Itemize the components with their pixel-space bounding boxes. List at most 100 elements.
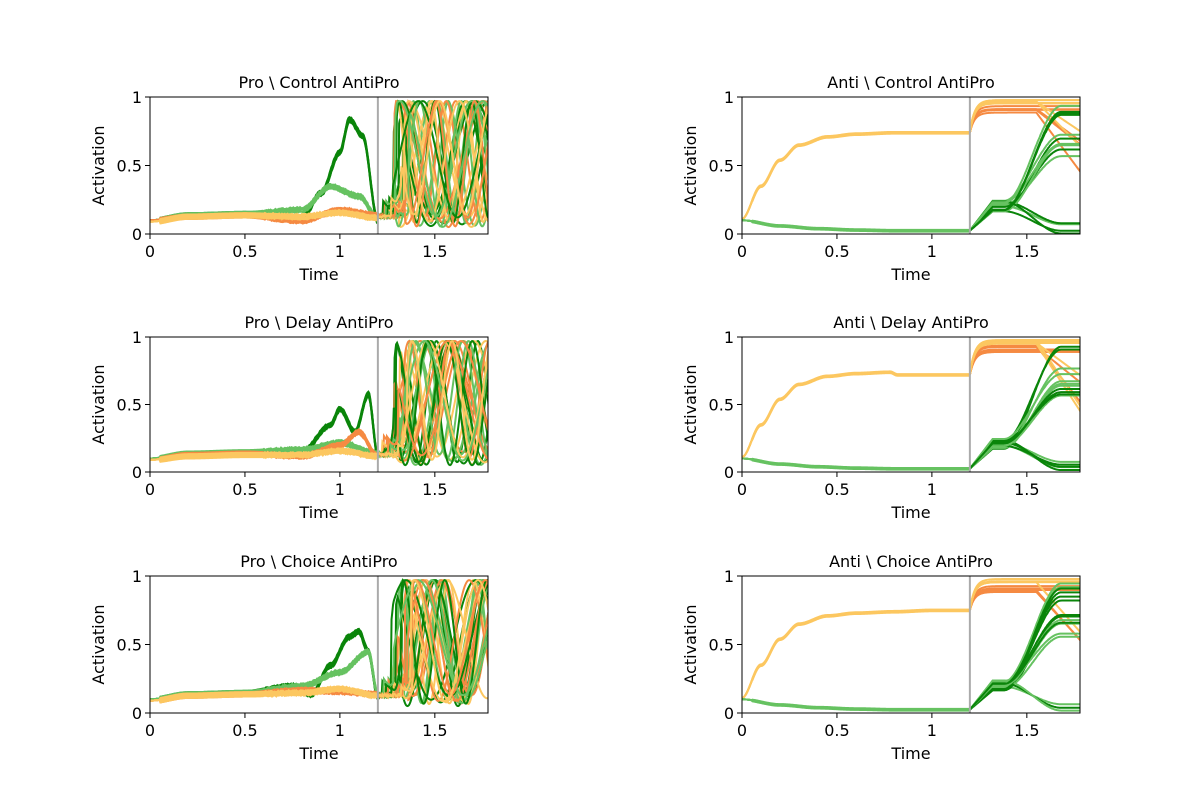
series-line (968, 350, 1080, 376)
series-line (376, 339, 488, 459)
plot-area (742, 339, 1080, 472)
series-line (742, 372, 970, 459)
plot-area (150, 99, 488, 229)
y-tick-label: 1 (724, 328, 734, 347)
panel-bottom-right: 0 0.5 1 1.5 0 0.5 1 Time Activation Anti \ Choice… (681, 552, 1081, 763)
series-line (150, 438, 379, 460)
series-line (742, 371, 970, 459)
series-line (377, 579, 488, 704)
series-line (377, 340, 488, 467)
series-line (969, 104, 1080, 232)
x-tick-label: 1 (927, 242, 937, 261)
x-tick-label: 1.5 (1014, 721, 1039, 740)
panel-middle-left: 0 0.5 1 1.5 0 0.5 1 Time Activation Pro \ Delay A… (89, 313, 489, 522)
series-line (742, 457, 970, 469)
series-line (376, 340, 488, 467)
series-line (968, 102, 1080, 133)
series-line (150, 115, 379, 222)
series-line (742, 132, 970, 220)
y-tick-label: 1 (724, 567, 734, 586)
series-line (969, 621, 1080, 711)
y-tick-label: 1 (132, 328, 142, 347)
x-tick-label: 1 (335, 242, 345, 261)
series-line (150, 208, 378, 223)
x-tick-label: 1 (335, 721, 345, 740)
series-line (742, 131, 970, 220)
x-tick-label: 1 (335, 480, 345, 499)
series-line (969, 394, 1080, 470)
series-line (742, 370, 970, 459)
plot-area (742, 578, 1080, 712)
x-axis-label: Time (298, 744, 338, 763)
series-line (150, 213, 378, 225)
panel-top-left: 0 0.5 1 1.5 0 0.5 1 Time Activation Pro \ Control… (89, 73, 489, 284)
x-axis-label: Time (890, 744, 930, 763)
series-line (742, 371, 970, 459)
series-line (742, 609, 970, 699)
plot-area (150, 578, 488, 708)
series-line (969, 367, 1080, 470)
x-tick-label: 1.5 (1014, 480, 1039, 499)
series-line (150, 117, 379, 222)
series-line (969, 393, 1080, 470)
series-line (742, 371, 970, 459)
series-line (742, 698, 970, 710)
panel-title: Anti \ Control AntiPro (827, 73, 994, 92)
y-axis-label: Activation (681, 604, 700, 684)
series-line (377, 100, 488, 219)
y-axis-label: Activation (89, 604, 108, 684)
series-line (969, 635, 1080, 711)
series-line (969, 679, 1080, 712)
y-tick-label: 1 (132, 567, 142, 586)
panel-middle-right: 0 0.5 1 1.5 0 0.5 1 Time Activation Anti \ Delay … (681, 313, 1081, 522)
series-line (968, 578, 1080, 611)
series-line (376, 99, 488, 228)
x-tick-label: 1.5 (422, 242, 447, 261)
series-line (969, 587, 1080, 711)
series-line (968, 111, 1080, 173)
y-tick-label: 0 (724, 704, 734, 723)
x-axis-label: Time (298, 265, 338, 284)
series-line (742, 219, 970, 231)
series-line (377, 340, 488, 462)
x-tick-label: 1.5 (422, 721, 447, 740)
series-line (969, 387, 1080, 470)
x-tick-label: 0 (145, 480, 155, 499)
series-line (968, 100, 1080, 148)
y-axis-label: Activation (681, 125, 700, 205)
plot-area (150, 339, 488, 467)
y-tick-label: 0.5 (709, 636, 734, 655)
y-tick-label: 0.5 (709, 157, 734, 176)
series-line (742, 608, 970, 699)
series-line (968, 341, 1080, 375)
x-tick-label: 1 (927, 721, 937, 740)
y-tick-label: 0.5 (709, 396, 734, 415)
series-line (742, 610, 970, 699)
x-tick-label: 0.5 (824, 480, 849, 499)
series-line (376, 100, 488, 228)
series-line (742, 370, 970, 459)
x-tick-label: 0.5 (232, 480, 257, 499)
panel-title: Anti \ Choice AntiPro (829, 552, 993, 571)
y-tick-label: 1 (724, 88, 734, 107)
series-line (968, 339, 1080, 375)
series-line (968, 99, 1080, 133)
panel-top-right: 0 0.5 1 1.5 0 0.5 1 Time Activation Anti \ Contro… (681, 73, 1081, 284)
series-line (150, 685, 378, 702)
series-line (377, 339, 488, 461)
series-line (150, 451, 379, 463)
panel-bottom-left: 0 0.5 1 1.5 0 0.5 1 Time Activation Pro \ Choice … (89, 552, 489, 763)
x-tick-label: 0 (145, 721, 155, 740)
y-axis-label: Activation (89, 125, 108, 205)
x-tick-label: 0.5 (232, 242, 257, 261)
x-tick-label: 0.5 (232, 721, 257, 740)
series-line (150, 447, 379, 461)
series-line (150, 211, 379, 224)
x-tick-label: 0.5 (824, 721, 849, 740)
y-tick-label: 0 (724, 463, 734, 482)
series-line (968, 581, 1080, 611)
x-tick-label: 1.5 (1014, 242, 1039, 261)
series-line (742, 608, 970, 699)
x-tick-label: 1.5 (422, 480, 447, 499)
